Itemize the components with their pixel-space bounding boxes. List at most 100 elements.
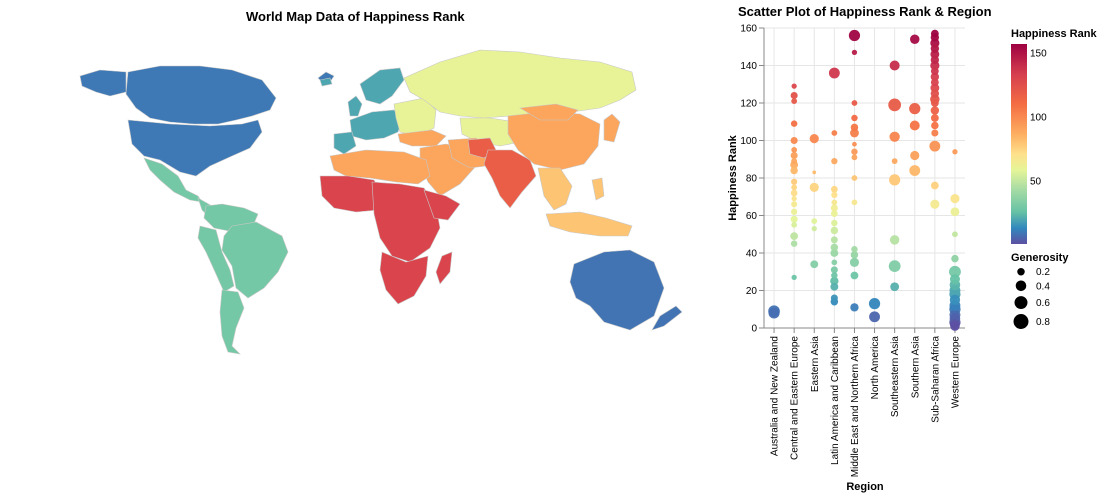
scatter-point: [910, 34, 920, 44]
country-russia: [403, 49, 637, 119]
country-southern-africa: [379, 251, 429, 305]
scatter-point: [851, 175, 858, 181]
x-axis-title: Region: [846, 481, 884, 493]
scatter-point: [791, 201, 798, 208]
scatter-point: [811, 218, 818, 225]
scatter-point: [951, 254, 959, 263]
scatter-point: [790, 120, 798, 127]
y-tick-label: 160: [740, 24, 757, 35]
x-tick-label: Middle East and Northern Africa: [850, 336, 861, 478]
scatter-point: [830, 226, 839, 235]
scatter-point: [889, 60, 900, 71]
scatter-point: [851, 199, 858, 206]
scatter-point: [790, 232, 799, 241]
scatter-point: [791, 184, 798, 191]
scatter-axes: [763, 28, 965, 329]
size-legend-title: Generosity: [1011, 252, 1069, 264]
country-usa: [127, 119, 263, 177]
y-tick-label: 120: [740, 99, 757, 110]
y-tick-label: 40: [746, 249, 758, 260]
country-philippines: [591, 177, 605, 201]
scatter-point: [851, 246, 858, 253]
scatter-point: [930, 114, 939, 122]
scatter-point: [931, 129, 939, 137]
scatter-point: [791, 208, 798, 215]
country-argentina: [219, 289, 245, 355]
scatter-point: [831, 130, 838, 136]
scatter-point: [909, 120, 920, 131]
size-legend-label: 0.8: [1036, 317, 1050, 328]
scatter-point: [850, 303, 859, 312]
country-canada: [125, 65, 277, 125]
color-legend-gradient: [1011, 44, 1027, 244]
y-tick-label: 140: [740, 61, 757, 72]
scatter-point: [851, 100, 858, 106]
scatter-point: [950, 194, 960, 204]
country-mongolia: [519, 103, 579, 121]
country-new-zealand: [651, 305, 683, 331]
scatter-point: [930, 72, 940, 81]
scatter-point: [831, 199, 838, 206]
scatter-point: [868, 298, 881, 310]
scatter-point: [950, 207, 960, 217]
scatter-point: [851, 154, 858, 161]
scatter-point: [930, 44, 940, 53]
size-legend-symbol: [1013, 314, 1029, 330]
scatter-point: [931, 121, 939, 130]
x-tick-label: Australia and New Zealand: [770, 336, 781, 456]
scatter-point: [791, 158, 798, 165]
scatter-point: [831, 272, 838, 279]
scatter-point: [889, 235, 900, 245]
scatter-point: [790, 136, 798, 145]
scatter-point: [848, 29, 861, 42]
scatter-point: [909, 103, 921, 115]
scatter-point: [852, 141, 857, 147]
scatter-point: [830, 282, 839, 291]
scatter-point: [831, 191, 838, 199]
scatter-point: [930, 67, 939, 76]
scatter-point: [791, 195, 797, 202]
x-tick-label: Southeastern Asia: [890, 336, 901, 418]
scatter-point: [790, 189, 798, 197]
country-indonesia: [545, 211, 633, 237]
scatter-point: [812, 170, 817, 175]
country-north-africa: [329, 149, 431, 185]
scatter-point: [831, 219, 838, 227]
scatter-point: [930, 106, 940, 115]
scatter-point: [890, 282, 900, 292]
country-central-africa: [371, 181, 441, 263]
scatter-point: [830, 294, 838, 302]
scatter-point: [889, 174, 901, 186]
scatter-point: [791, 98, 798, 105]
scatter-point: [831, 185, 838, 193]
x-tick-label: Western Europe: [950, 336, 961, 409]
scatter-point: [888, 260, 901, 273]
scatter-point: [930, 99, 939, 107]
scatter-point: [949, 265, 961, 278]
scatter-point: [830, 243, 839, 252]
size-legend-label: 0.4: [1036, 281, 1050, 292]
scatter-point: [889, 131, 900, 142]
scatter-point: [791, 83, 797, 89]
scatter-point: [949, 274, 960, 285]
country-mainland-sea: [537, 167, 573, 211]
size-legend-symbol: [1017, 268, 1025, 276]
scatter-point: [952, 149, 958, 155]
y-tick-label: 80: [746, 174, 758, 185]
y-axis-title: Happiness Rank: [727, 134, 739, 220]
color-legend-label: 100: [1030, 113, 1047, 124]
scatter-point: [811, 225, 817, 232]
y-tick-label: 100: [740, 136, 757, 147]
country-west-europe: [349, 109, 403, 141]
scatter-point: [790, 151, 798, 160]
scatter-point: [950, 321, 960, 331]
scatter-point: [930, 181, 939, 190]
x-tick-label: Sub-Saharan Africa: [930, 336, 941, 423]
y-tick-label: 20: [746, 286, 758, 297]
scatter-plot: 0 20 40 60 80 100 120 140 160 Australia and New Z…: [727, 24, 1097, 494]
scatter-point: [830, 249, 839, 257]
country-alaska: [79, 69, 127, 97]
scatter-points: [768, 29, 961, 331]
scatter-point: [909, 165, 921, 176]
country-india: [483, 149, 537, 209]
